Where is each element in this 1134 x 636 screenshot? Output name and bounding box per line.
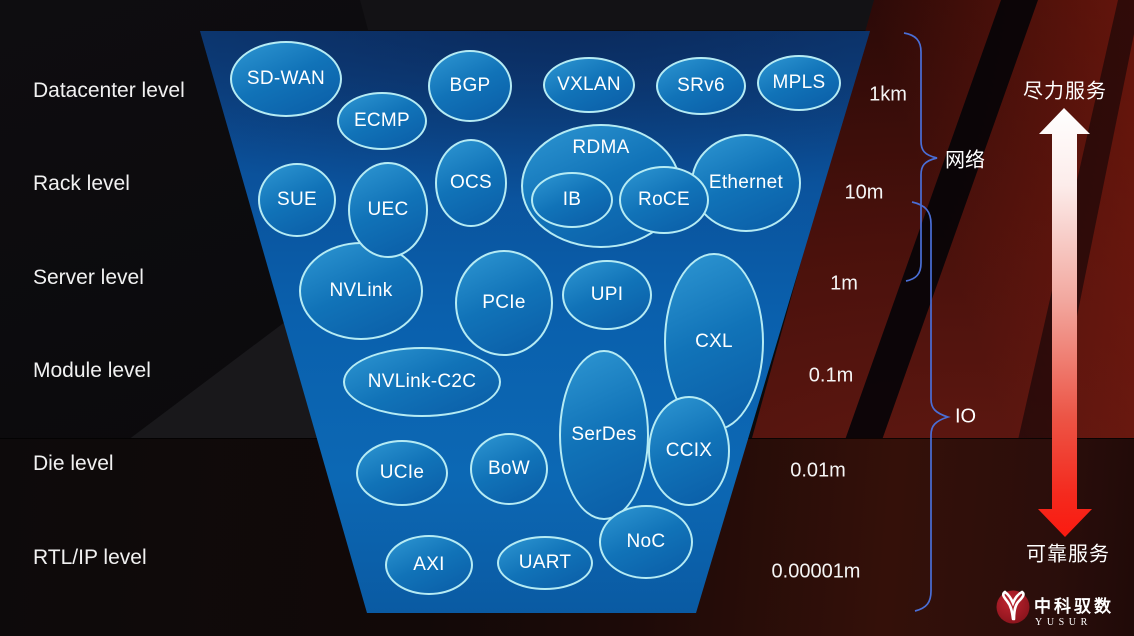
bubble-label-rdma: RDMA bbox=[572, 137, 630, 158]
level-label-server-level: Server level bbox=[33, 266, 144, 289]
best-effort-service-label: 尽力服务 bbox=[1023, 80, 1107, 103]
bubble-sue: SUE bbox=[258, 163, 336, 237]
bubble-ethernet: Ethernet bbox=[691, 134, 801, 232]
bubble-nvlink: NVLink bbox=[299, 242, 423, 340]
level-label-die-level: Die level bbox=[33, 452, 114, 475]
level-label-rtl-ip-level: RTL/IP level bbox=[33, 546, 147, 569]
bubble-ecmp: ECMP bbox=[337, 92, 427, 150]
bubble-srv6: SRv6 bbox=[656, 57, 746, 115]
bubble-mpls: MPLS bbox=[757, 55, 841, 111]
bubble-roce: RoCE bbox=[619, 166, 709, 234]
bubble-nvlink-c2c: NVLink-C2C bbox=[343, 347, 501, 417]
bubble-ocs: OCS bbox=[435, 139, 507, 227]
bubble-label-bgp: BGP bbox=[449, 75, 491, 96]
distance-label-0-1m: 0.1m bbox=[808, 364, 854, 387]
bubble-label-mpls: MPLS bbox=[772, 72, 826, 93]
bubble-label-sue: SUE bbox=[277, 189, 317, 210]
distance-label-1km: 1km bbox=[869, 83, 907, 106]
bubble-pcie: PCIe bbox=[455, 250, 553, 356]
bubble-uec: UEC bbox=[348, 162, 428, 258]
bubble-vxlan: VXLAN bbox=[543, 57, 635, 113]
bubble-cxl: CXL bbox=[664, 253, 764, 431]
bubble-label-srv6: SRv6 bbox=[677, 75, 725, 96]
level-label-module-level: Module level bbox=[33, 359, 151, 382]
distance-label-0-01m: 0.01m bbox=[790, 459, 846, 482]
bubble-label-uart: UART bbox=[518, 552, 572, 573]
bubble-noc: NoC bbox=[599, 505, 693, 579]
bubble-label-ib: IB bbox=[562, 189, 582, 210]
bubble-label-ethernet: Ethernet bbox=[708, 172, 784, 193]
bubble-label-upi: UPI bbox=[590, 284, 624, 305]
bubble-sd-wan: SD-WAN bbox=[230, 41, 342, 117]
bubble-label-noc: NoC bbox=[626, 531, 666, 552]
bubble-label-ccix: CCIX bbox=[665, 440, 713, 461]
bubble-ccix: CCIX bbox=[648, 396, 730, 506]
bubble-label-pcie: PCIe bbox=[482, 292, 526, 313]
distance-label-1m: 1m bbox=[830, 272, 858, 295]
distance-label-0-00001m: 0.00001m bbox=[771, 560, 861, 583]
bracket-label-network: 网络 bbox=[945, 149, 985, 172]
bubble-uart: UART bbox=[497, 536, 593, 590]
bubble-label-ocs: OCS bbox=[449, 172, 493, 193]
bubble-label-bow: BoW bbox=[487, 458, 531, 479]
bubble-ucie: UCIe bbox=[356, 440, 448, 506]
bubble-label-serdes: SerDes bbox=[571, 424, 637, 445]
level-label-datacenter-level: Datacenter level bbox=[33, 79, 185, 102]
bubble-label-cxl: CXL bbox=[695, 331, 733, 352]
bubble-label-nvlink-c2c: NVLink-C2C bbox=[367, 371, 477, 392]
bubble-bow: BoW bbox=[470, 433, 548, 505]
distance-label-10m: 10m bbox=[844, 181, 884, 204]
bubble-label-nvlink: NVLink bbox=[329, 280, 393, 301]
bubble-axi: AXI bbox=[385, 535, 473, 595]
bubble-label-roce: RoCE bbox=[638, 189, 690, 210]
bubble-upi: UPI bbox=[562, 260, 652, 330]
bubble-label-vxlan: VXLAN bbox=[557, 74, 621, 95]
bubble-label-axi: AXI bbox=[413, 554, 445, 575]
level-label-rack-level: Rack level bbox=[33, 172, 130, 195]
bubble-serdes: SerDes bbox=[559, 350, 649, 520]
bubble-ib: IB bbox=[531, 172, 613, 228]
bubble-label-ucie: UCIe bbox=[379, 462, 425, 483]
bubble-label-ecmp: ECMP bbox=[353, 110, 411, 131]
bubble-label-sd-wan: SD-WAN bbox=[246, 68, 326, 89]
bracket-label-io: IO bbox=[955, 405, 977, 428]
reliable-service-label: 可靠服务 bbox=[1026, 543, 1110, 566]
bubble-label-uec: UEC bbox=[367, 199, 409, 220]
bubble-bgp: BGP bbox=[428, 50, 512, 122]
